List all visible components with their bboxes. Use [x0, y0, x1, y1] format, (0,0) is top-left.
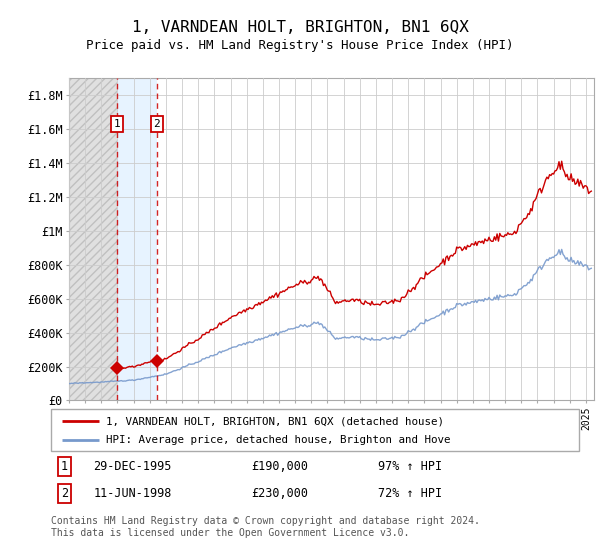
Text: £230,000: £230,000 [251, 487, 308, 500]
Text: 72% ↑ HPI: 72% ↑ HPI [379, 487, 442, 500]
Text: 1: 1 [61, 460, 68, 473]
Text: 2: 2 [154, 119, 160, 129]
FancyBboxPatch shape [51, 409, 579, 451]
Text: £190,000: £190,000 [251, 460, 308, 473]
Bar [69, 78, 117, 400]
Text: 97% ↑ HPI: 97% ↑ HPI [379, 460, 442, 473]
Text: 1: 1 [114, 119, 121, 129]
Text: HPI: Average price, detached house, Brighton and Hove: HPI: Average price, detached house, Brig… [106, 435, 451, 445]
Text: 1, VARNDEAN HOLT, BRIGHTON, BN1 6QX: 1, VARNDEAN HOLT, BRIGHTON, BN1 6QX [131, 20, 469, 35]
Text: 2: 2 [61, 487, 68, 500]
Text: 1, VARNDEAN HOLT, BRIGHTON, BN1 6QX (detached house): 1, VARNDEAN HOLT, BRIGHTON, BN1 6QX (det… [106, 417, 445, 426]
Text: Price paid vs. HM Land Registry's House Price Index (HPI): Price paid vs. HM Land Registry's House … [86, 39, 514, 52]
Text: 29-DEC-1995: 29-DEC-1995 [93, 460, 172, 473]
Bar [117, 78, 157, 400]
Text: 11-JUN-1998: 11-JUN-1998 [93, 487, 172, 500]
Text: Contains HM Land Registry data © Crown copyright and database right 2024.
This d: Contains HM Land Registry data © Crown c… [51, 516, 480, 538]
